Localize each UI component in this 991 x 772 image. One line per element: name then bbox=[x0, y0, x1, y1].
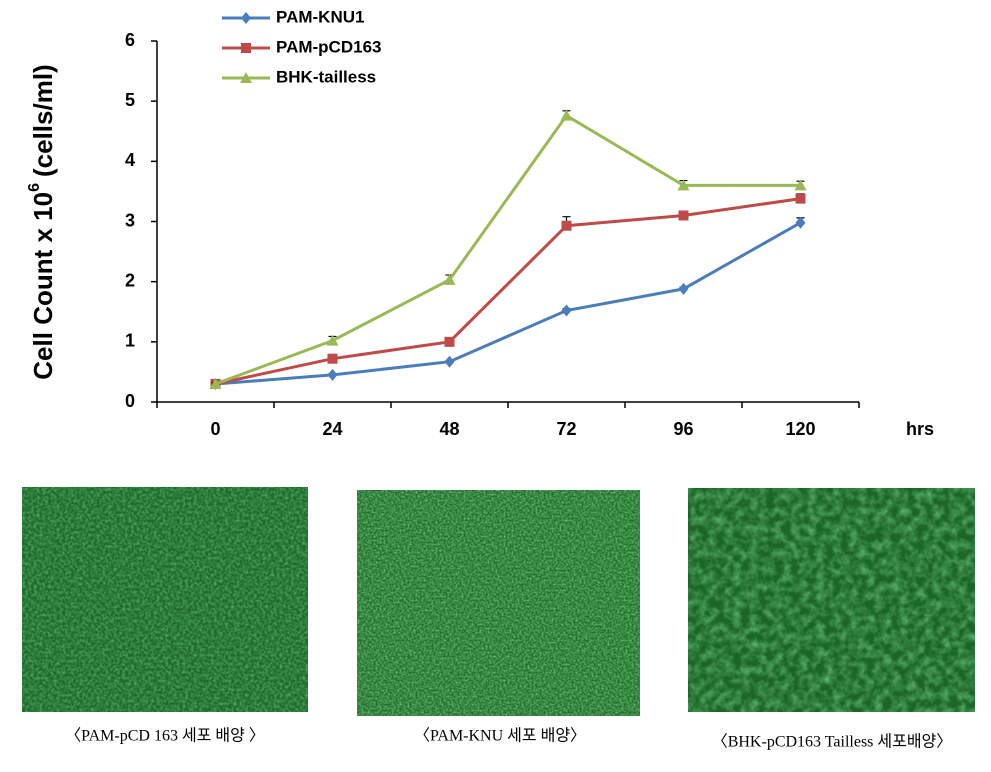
data-point bbox=[444, 355, 455, 368]
data-point bbox=[561, 220, 572, 231]
x-axis-label: hrs bbox=[906, 419, 934, 439]
y-tick-label: 0 bbox=[125, 391, 135, 411]
series-line bbox=[215, 221, 802, 386]
legend-marker bbox=[240, 72, 252, 83]
data-point bbox=[678, 282, 689, 295]
x-tick-label: 72 bbox=[556, 419, 576, 439]
y-tick-label: 1 bbox=[125, 331, 135, 351]
data-point bbox=[443, 273, 456, 285]
x-tick-label: 96 bbox=[673, 419, 693, 439]
legend-marker bbox=[241, 43, 251, 53]
x-tick-label: 24 bbox=[322, 419, 342, 439]
data-point bbox=[326, 334, 339, 346]
y-label-unit: (cells/ml) bbox=[28, 64, 58, 177]
series-line bbox=[214, 113, 801, 386]
data-point bbox=[677, 179, 690, 191]
y-label-exponent: 6 bbox=[26, 183, 43, 192]
y-tick-label: 5 bbox=[125, 90, 135, 110]
data-point bbox=[560, 109, 573, 121]
y-tick-label: 2 bbox=[125, 270, 135, 290]
y-tick-label: 3 bbox=[125, 210, 135, 230]
y-tick-label: 4 bbox=[125, 150, 135, 170]
y-label-text: Cell Count x 10 bbox=[28, 192, 58, 380]
photo-caption: 〈PAM-KNU 세포 배양〉 bbox=[414, 727, 586, 745]
x-tick-label: 0 bbox=[210, 419, 220, 439]
data-point bbox=[678, 210, 689, 221]
data-point bbox=[795, 193, 806, 204]
data-point bbox=[444, 336, 455, 347]
series-line bbox=[215, 197, 801, 386]
legend-marker bbox=[241, 12, 251, 24]
data-point bbox=[209, 377, 222, 389]
photo-2 bbox=[357, 490, 640, 716]
data-point bbox=[794, 179, 807, 191]
x-tick-label: 120 bbox=[785, 419, 815, 439]
data-point bbox=[327, 353, 338, 364]
photo-caption: 〈PAM-pCD 163 세포 배양 〉 bbox=[65, 727, 265, 745]
data-point bbox=[795, 216, 806, 229]
y-axis-label: Cell Count x 106 (cells/ml) bbox=[26, 64, 58, 379]
x-tick-label: 48 bbox=[439, 419, 459, 439]
photo-1 bbox=[22, 487, 308, 712]
y-tick-label: 6 bbox=[125, 30, 135, 50]
legend-label: PAM-KNU1 bbox=[276, 7, 364, 26]
data-point bbox=[327, 368, 338, 381]
photo-caption: 〈BHK-pCD163 Tailless 세포배양〉 bbox=[712, 733, 953, 751]
legend-label: PAM-pCD163 bbox=[276, 37, 381, 56]
legend-label: BHK-tailless bbox=[276, 67, 376, 86]
photo-3 bbox=[688, 488, 975, 712]
data-point bbox=[561, 304, 572, 317]
